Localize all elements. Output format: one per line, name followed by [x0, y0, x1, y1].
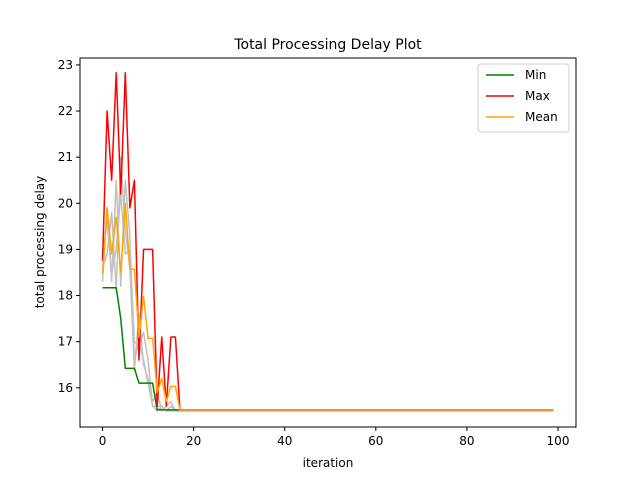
- y-tick-label: 21: [58, 150, 73, 164]
- sample-lines: [101, 156, 554, 412]
- y-tick-label: 17: [58, 335, 73, 349]
- x-axis-label: iteration: [303, 456, 354, 470]
- plot-frame: [79, 57, 577, 428]
- legend-box: [477, 63, 570, 133]
- legend: Min Max Mean: [477, 63, 570, 133]
- x-tick-label: 0: [99, 434, 107, 448]
- series-lines: [101, 72, 554, 411]
- legend-label-max: Max: [525, 89, 550, 103]
- y-tick-label: 18: [58, 289, 73, 303]
- sample-line-1: [101, 179, 554, 412]
- sample-line-3: [101, 193, 554, 412]
- y-tick-label: 22: [58, 104, 73, 118]
- chart-title: Total Processing Delay Plot: [233, 37, 422, 53]
- x-tick-label: 100: [547, 434, 570, 448]
- series-line-max: [101, 72, 554, 411]
- y-axis-label: total processing delay: [33, 176, 47, 309]
- series-line-mean: [101, 202, 554, 411]
- y-tick-label: 16: [58, 381, 73, 395]
- x-tick-label: 60: [368, 434, 383, 448]
- y-tick-label: 20: [58, 196, 73, 210]
- y-axis-ticks: 16 17 18 19 20 21 22 23: [58, 58, 80, 395]
- x-tick-label: 40: [277, 434, 292, 448]
- x-axis-ticks: 0 20 40 60 80 100: [99, 427, 570, 448]
- x-tick-label: 20: [186, 434, 201, 448]
- legend-label-mean: Mean: [525, 110, 558, 124]
- sample-line-2: [101, 156, 554, 412]
- series-line-min: [102, 286, 554, 411]
- legend-label-min: Min: [525, 68, 546, 82]
- y-tick-label: 23: [58, 58, 73, 72]
- y-tick-label: 19: [58, 242, 73, 256]
- x-tick-label: 80: [459, 434, 474, 448]
